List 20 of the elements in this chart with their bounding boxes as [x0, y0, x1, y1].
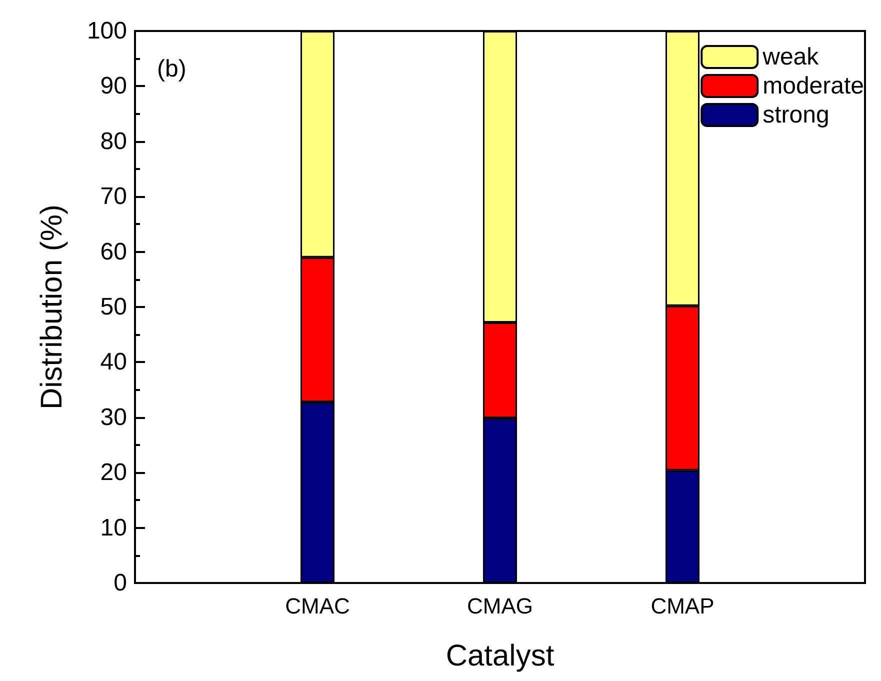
y-axis-title: Distribution (%) — [36, 204, 68, 410]
x-tick-label: CMAP — [650, 594, 714, 618]
y-tick-label: 40 — [100, 348, 127, 376]
x-axis-title: Catalyst — [446, 640, 555, 672]
y-tick-label: 10 — [100, 514, 127, 542]
y-tick-label: 70 — [100, 183, 127, 210]
y-tick-label: 20 — [100, 459, 127, 486]
annotation: (b) — [157, 56, 186, 82]
y-tick-label: 30 — [100, 404, 127, 431]
x-tick-label: CMAG — [467, 594, 533, 618]
x-tick-label: CMAC — [285, 594, 350, 618]
legend-label: weak — [762, 44, 820, 70]
y-tick-label: 60 — [100, 238, 127, 266]
legend-label: strong — [762, 102, 830, 128]
y-tick-label: 50 — [100, 294, 127, 320]
y-tick-label: 0 — [114, 570, 127, 596]
y-tick-label: 80 — [100, 128, 127, 155]
legend-label: moderate — [762, 72, 864, 100]
y-tick-label: 90 — [100, 72, 127, 100]
y-tick-label: 100 — [86, 18, 127, 44]
